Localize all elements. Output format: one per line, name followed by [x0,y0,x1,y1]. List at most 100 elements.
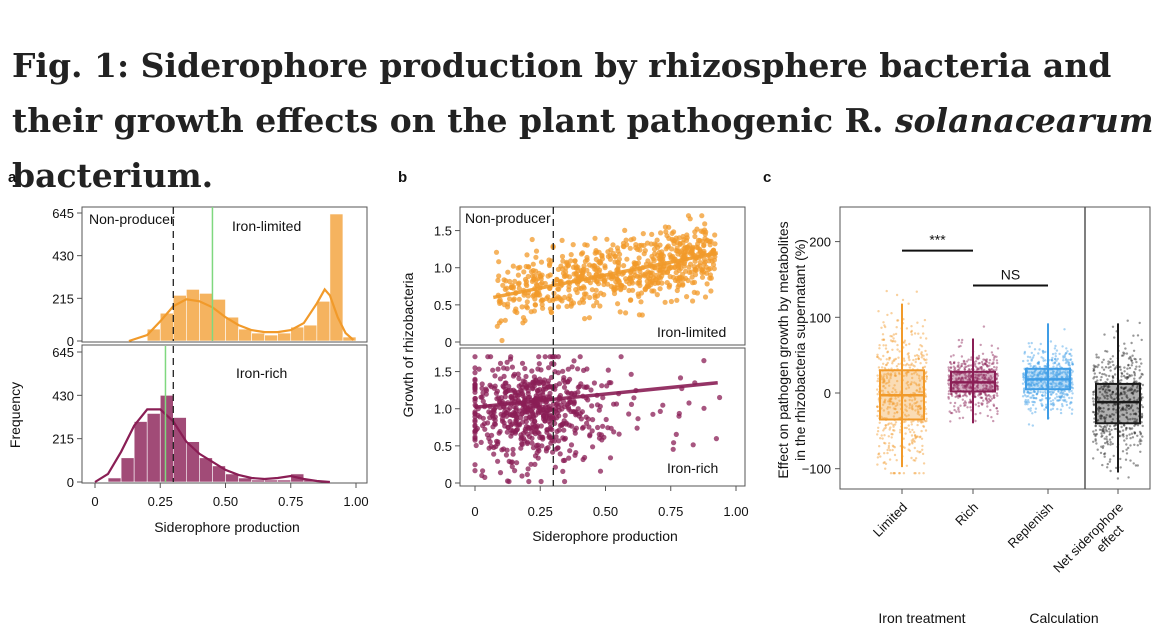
jitter-point [975,357,978,360]
jitter-point [968,393,972,396]
jitter-point [1110,428,1113,432]
jitter-point [903,399,907,402]
jitter-point [908,449,912,452]
jitter-point [1126,367,1129,370]
scatter-point [587,294,593,301]
jitter-point [987,378,991,381]
panel-a-ylabel: Frequency [7,382,23,448]
jitter-point [1133,417,1137,421]
scatter-point [566,287,572,293]
scatter-point [533,254,539,260]
jitter-point [1034,410,1037,414]
jitter-point [1097,407,1100,410]
jitter-point [908,428,911,431]
jitter-point [1068,390,1071,393]
jitter-point [1039,380,1043,383]
jitter-point [1135,390,1138,393]
histogram-bar [173,417,187,483]
scatter-point [501,373,507,379]
jitter-point [1112,363,1115,367]
jitter-point [1138,430,1142,434]
jitter-point [1109,369,1112,372]
jitter-point [908,443,911,446]
jitter-point [1026,383,1030,386]
scatter-point [692,233,698,240]
jitter-point [1030,341,1033,345]
scatter-point [520,320,526,326]
jitter-point [1064,352,1068,355]
jitter-point [961,394,965,398]
scatter-point [627,245,633,251]
scatter-point [480,398,486,404]
jitter-point [1030,359,1033,362]
jitter-point [969,385,973,389]
jitter-point [1141,435,1144,438]
scatter-point [701,405,707,411]
scatter-point [692,267,699,273]
panel-a-bottom-kde-line [94,408,330,484]
jitter-point [964,362,967,365]
jitter-point [964,376,967,379]
scatter-point [669,230,675,236]
jitter-point [979,396,982,399]
jitter-point [890,397,893,400]
jitter-point [882,409,886,412]
jitter-point [989,368,993,371]
jitter-point [969,406,972,409]
jitter-point [1057,399,1060,402]
jitter-point [888,422,891,425]
jitter-point [1098,371,1102,375]
scatter-point [662,224,669,230]
scatter-point [657,286,663,292]
jitter-point [1128,433,1131,436]
scatter-point [555,294,561,300]
jitter-point [919,407,922,410]
histogram-bar [159,395,174,483]
scatter-point [699,274,706,280]
scatter-point [536,430,542,436]
scatter-point [592,294,598,301]
scatter-point [514,417,520,423]
jitter-point [1062,359,1065,362]
jitter-point [1120,372,1124,376]
scatter-point [566,406,572,412]
jitter-point [1131,391,1134,394]
jitter-point [968,386,971,389]
scatter-point [515,393,521,399]
scatter-point [522,379,528,385]
jitter-point [964,374,967,377]
scatter-point [502,317,508,323]
jitter-point [1138,365,1141,368]
scatter-point [550,297,556,303]
jitter-point [983,377,986,380]
jitter-point [918,383,921,386]
jitter-point [1091,397,1095,400]
jitter-point [1107,385,1110,388]
jitter-point [925,361,928,364]
jitter-point [917,332,920,335]
jitter-point [898,399,901,402]
jitter-point [1032,381,1035,384]
jitter-point [887,412,890,415]
jitter-point [1062,370,1065,374]
jitter-point [1136,407,1139,410]
jitter-point [969,392,972,395]
scatter-point [694,226,700,232]
jitter-point [1065,374,1069,377]
jitter-point [883,401,887,404]
jitter-point [907,424,910,427]
jitter-point [904,371,908,375]
jitter-point [1132,349,1136,352]
scatter-point [540,404,546,410]
jitter-point [882,461,885,465]
panel-c-letter: c [763,169,771,186]
scatter-point [539,272,545,278]
jitter-point [1031,424,1035,427]
y-tick-label: 645 [52,345,74,360]
jitter-point [903,341,906,344]
jitter-point [995,368,998,371]
jitter-point [1138,377,1141,380]
jitter-point [1096,448,1099,451]
jitter-point [906,370,910,374]
scatter-point [491,451,497,457]
